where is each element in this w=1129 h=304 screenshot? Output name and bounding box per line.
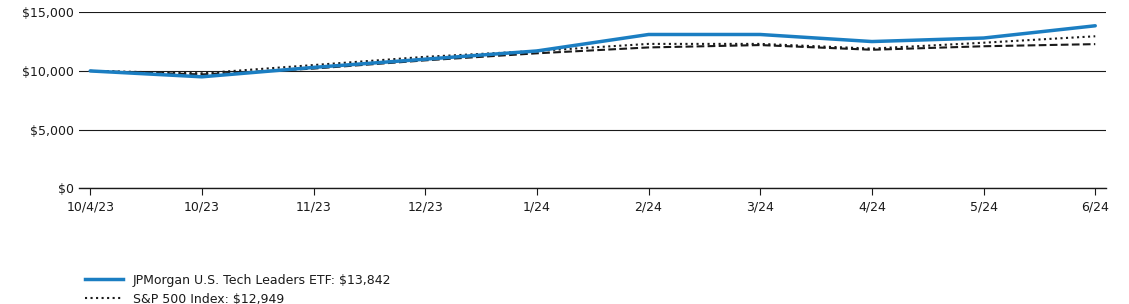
Legend: JPMorgan U.S. Tech Leaders ETF: $13,842, S&P 500 Index: $12,949, Russell 1000 Eq: JPMorgan U.S. Tech Leaders ETF: $13,842,… (86, 274, 472, 304)
